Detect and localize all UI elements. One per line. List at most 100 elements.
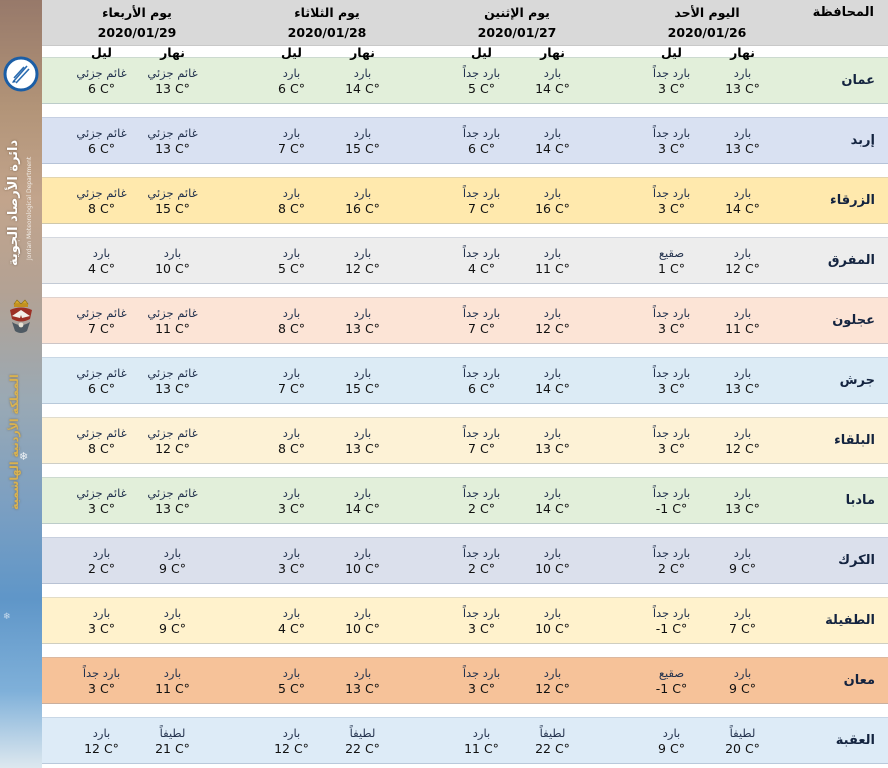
condition-text: بارد جداً <box>652 605 691 620</box>
day-title: اليوم الأحد 2020/01/26 <box>667 5 747 40</box>
temperature-value: 12 C° <box>725 260 760 276</box>
temperature-value: 3 C° <box>88 680 115 696</box>
condition-text: بارد جداً <box>82 665 121 680</box>
condition-text: بارد <box>353 245 372 260</box>
condition-text: بارد <box>282 245 301 260</box>
temperature-value: 14 C° <box>535 500 570 516</box>
temperature-value: -1 C° <box>655 680 688 696</box>
night-forecast-cell: بارد جداً 3 C° <box>636 58 707 103</box>
temperature-value: 12 C° <box>725 440 760 456</box>
temperature-value: 3 C° <box>278 500 305 516</box>
temperature-value: 12 C° <box>155 440 190 456</box>
condition-text: بارد جداً <box>652 65 691 80</box>
night-forecast-cell: صقيع 1 C° <box>636 238 707 283</box>
day-forecast-group: بارد 10 C° بارد جداً 3 C° <box>422 598 612 643</box>
day-forecast-group: بارد 9 C° بارد 3 C° <box>42 598 232 643</box>
day-forecast-cell: بارد 15 C° <box>327 358 398 403</box>
day-night-labels: نهار ليل <box>256 43 398 62</box>
condition-text: بارد <box>92 245 111 260</box>
condition-text: غائم جزئي <box>147 65 198 80</box>
temperature-value: 14 C° <box>725 200 760 216</box>
day-label: نهار <box>160 45 185 60</box>
temperature-value: 13 C° <box>345 440 380 456</box>
day-forecast-group: غائم جزئي 13 C° غائم جزئي 6 C° <box>42 118 232 163</box>
day-header-group-3: يوم الأربعاء 2020/01/29 نهار ليل <box>42 0 232 60</box>
day-forecast-cell: بارد 13 C° <box>707 358 778 403</box>
temperature-value: 7 C° <box>278 380 305 396</box>
temperature-value: 22 C° <box>345 740 380 756</box>
temperature-value: 3 C° <box>658 320 685 336</box>
temperature-value: 12 C° <box>345 260 380 276</box>
condition-text: بارد <box>353 365 372 380</box>
table-row: جرش بارد 13 C° بارد جداً 3 C° بارد 14 C° بارد ج… <box>42 357 888 404</box>
day-forecast-cell: غائم جزئي 11 C° <box>137 298 208 343</box>
temperature-value: -1 C° <box>655 620 688 636</box>
condition-text: غائم جزئي <box>76 185 127 200</box>
temperature-value: 9 C° <box>729 680 756 696</box>
temperature-value: 8 C° <box>278 440 305 456</box>
governorate-name: المفرق <box>827 253 875 268</box>
day-forecast-cell: بارد 9 C° <box>707 538 778 583</box>
condition-text: لطيفاً <box>539 725 566 740</box>
governorate-name: عجلون <box>832 313 875 328</box>
temperature-value: 21 C° <box>155 740 190 756</box>
condition-text: بارد جداً <box>462 665 501 680</box>
condition-text: بارد جداً <box>462 245 501 260</box>
night-forecast-cell: بارد جداً 6 C° <box>446 118 517 163</box>
condition-text: بارد <box>733 605 752 620</box>
day-forecast-group: بارد 12 C° صقيع 1 C° <box>612 238 802 283</box>
condition-text: بارد <box>282 605 301 620</box>
condition-text: بارد <box>282 425 301 440</box>
temperature-value: 20 C° <box>725 740 760 756</box>
temperature-value: 13 C° <box>155 80 190 96</box>
condition-text: لطيفاً <box>159 725 186 740</box>
condition-text: بارد <box>353 605 372 620</box>
day-label: نهار <box>350 45 375 60</box>
day-forecast-cell: بارد 11 C° <box>707 298 778 343</box>
temperature-value: 6 C° <box>88 80 115 96</box>
day-forecast-group: بارد 7 C° بارد جداً -1 C° <box>612 598 802 643</box>
table-row: عمان بارد 13 C° بارد جداً 3 C° بارد 14 C° بارد … <box>42 57 888 104</box>
condition-text: بارد <box>543 125 562 140</box>
condition-text: بارد جداً <box>652 125 691 140</box>
day-forecast-cell: لطيفاً 22 C° <box>517 718 588 763</box>
day-forecast-group: بارد 15 C° بارد 7 C° <box>232 118 422 163</box>
day-forecast-group: بارد 15 C° بارد 7 C° <box>232 358 422 403</box>
day-title: يوم الثلاثاء 2020/01/28 <box>287 5 367 40</box>
day-forecast-group: بارد 9 C° بارد 2 C° <box>42 538 232 583</box>
governorate-name: الزرقاء <box>830 193 875 208</box>
temperature-value: 3 C° <box>88 620 115 636</box>
temperature-value: 6 C° <box>88 140 115 156</box>
condition-text: بارد <box>353 545 372 560</box>
temperature-value: 13 C° <box>345 680 380 696</box>
day-forecast-cell: بارد 16 C° <box>327 178 398 223</box>
day-forecast-group: بارد 13 C° بارد جداً 3 C° <box>612 118 802 163</box>
day-forecast-group: بارد 12 C° بارد جداً 3 C° <box>612 418 802 463</box>
temperature-value: 3 C° <box>88 500 115 516</box>
temperature-value: 11 C° <box>464 740 499 756</box>
condition-text: بارد جداً <box>462 545 501 560</box>
night-forecast-cell: بارد جداً 7 C° <box>446 418 517 463</box>
night-forecast-cell: بارد جداً 2 C° <box>446 538 517 583</box>
day-forecast-cell: بارد 14 C° <box>707 178 778 223</box>
temperature-value: 12 C° <box>274 740 309 756</box>
night-forecast-cell: بارد 5 C° <box>256 658 327 703</box>
night-forecast-cell: بارد جداً 3 C° <box>446 658 517 703</box>
table-row: مادبا بارد 13 C° بارد جداً -1 C° بارد 14 C° بار… <box>42 477 888 524</box>
condition-text: بارد جداً <box>652 305 691 320</box>
day-forecast-group: بارد 11 C° بارد جداً 4 C° <box>422 238 612 283</box>
temperature-value: 13 C° <box>345 320 380 336</box>
governorate-name: الكرك <box>838 553 875 568</box>
day-forecast-cell: بارد 14 C° <box>517 478 588 523</box>
temperature-value: 3 C° <box>468 680 495 696</box>
night-forecast-cell: غائم جزئي 6 C° <box>66 58 137 103</box>
condition-text: بارد جداً <box>652 365 691 380</box>
condition-text: بارد <box>163 605 182 620</box>
night-forecast-cell: بارد 8 C° <box>256 418 327 463</box>
day-forecast-group: لطيفاً 22 C° بارد 11 C° <box>422 718 612 763</box>
condition-text: غائم جزئي <box>147 425 198 440</box>
condition-text: بارد جداً <box>652 485 691 500</box>
night-forecast-cell: بارد جداً 6 C° <box>446 358 517 403</box>
temperature-value: 2 C° <box>468 560 495 576</box>
table-body: عمان بارد 13 C° بارد جداً 3 C° بارد 14 C° بارد … <box>42 57 888 764</box>
